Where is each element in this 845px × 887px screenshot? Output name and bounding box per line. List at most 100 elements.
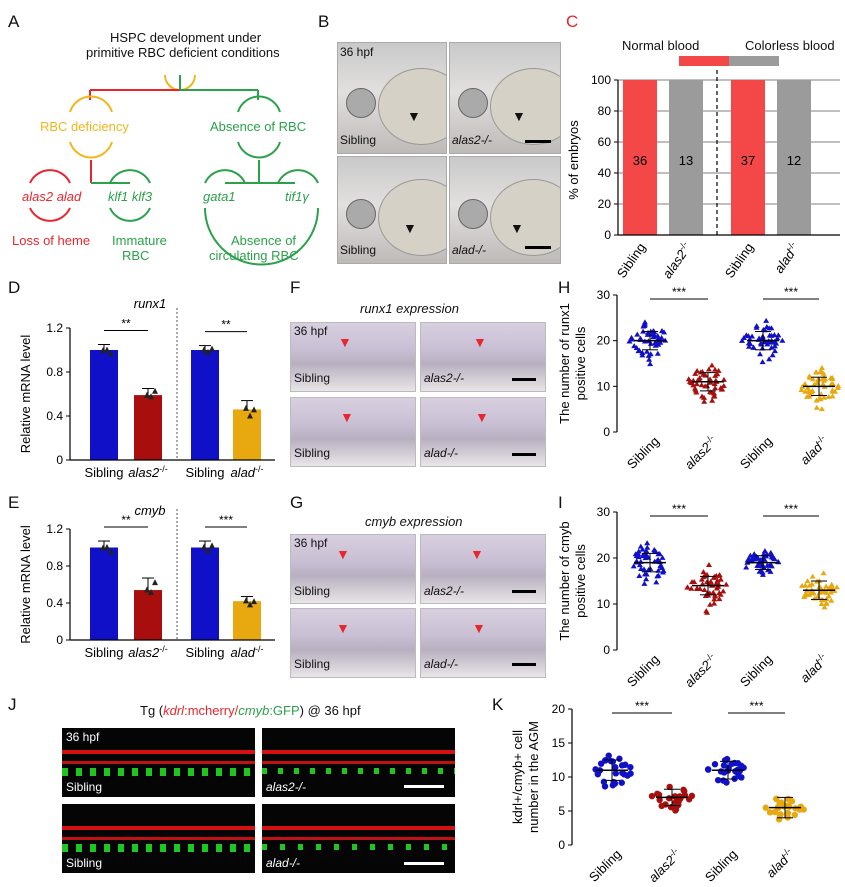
rbc-deficiency-label: RBC deficiency [40, 119, 129, 134]
i-data-point [716, 596, 723, 602]
e-y-tick-label: 0.8 [46, 559, 63, 573]
i-data-point [767, 568, 774, 574]
e-x-tick-label: Sibling [185, 645, 224, 660]
e-bar [90, 547, 118, 640]
h-data-point [649, 331, 656, 337]
i-data-point [659, 554, 666, 560]
g-image-alad [420, 608, 546, 678]
d-x-tick-label: alas2-/- [128, 464, 168, 480]
i-data-point [711, 596, 718, 602]
i-data-point [751, 554, 758, 560]
i-data-point [743, 564, 750, 570]
d-bar [233, 409, 261, 460]
k-data-point [616, 755, 623, 762]
c-bar [731, 80, 765, 235]
c-bar-data-label: 36 [633, 153, 647, 168]
i-data-point [713, 580, 720, 586]
i-x-tick-label: Sibling [624, 652, 662, 690]
k-data-point [655, 791, 663, 798]
absence-rbc-label: Absence of RBC [210, 119, 307, 134]
h-x-tick-label: Sibling [624, 434, 662, 472]
i-data-point [701, 586, 708, 592]
f-title: runx1 expression [360, 301, 459, 316]
d-data-point [104, 346, 110, 353]
i-data-point [809, 573, 816, 579]
k-data-point [776, 799, 783, 807]
i-data-point [798, 582, 805, 588]
k-y-tick-label: 15 [552, 736, 566, 750]
g-scalebar-2 [512, 663, 536, 666]
c-y-tick-label: 100 [591, 73, 611, 87]
e-chart-title: cmyb [134, 505, 165, 518]
c-y-tick-label: 0 [604, 228, 611, 242]
i-data-point [819, 588, 826, 594]
e-x-tick-label: alad-/- [230, 644, 263, 660]
f-label-3: Sibling [294, 446, 331, 460]
k-data-point [711, 761, 719, 768]
h-data-point [818, 364, 825, 370]
k-data-point [771, 808, 779, 816]
i-data-point [691, 578, 698, 584]
i-data-point [652, 548, 659, 554]
b-arrowhead-4: ▼ [510, 220, 524, 236]
k-data-point [592, 766, 599, 773]
f-image-sibling-1 [290, 322, 416, 392]
h-data-point [818, 406, 825, 412]
k-data-point [784, 809, 792, 817]
d-data-point [201, 346, 207, 353]
h-data-point [817, 396, 824, 402]
d-x-tick-label: alad-/- [230, 464, 263, 480]
h-data-point [806, 389, 813, 395]
h-data-point [828, 381, 835, 387]
j-title: Tg (kdrl:mcherry/cmyb:GFP) @ 36 hpf [140, 703, 361, 718]
i-data-point [641, 580, 648, 586]
i-data-point [643, 571, 650, 577]
h-data-point [809, 376, 816, 382]
d-x-tick-label: Sibling [185, 465, 224, 480]
k-data-point [618, 762, 626, 769]
i-data-point [818, 601, 825, 607]
h-data-point [698, 382, 705, 388]
j-title-gfp: :GFP [269, 703, 300, 718]
h-data-point [763, 339, 770, 345]
i-data-point [717, 576, 724, 582]
h-data-point [804, 385, 811, 391]
h-data-point [769, 352, 776, 358]
h-data-point [775, 332, 782, 338]
i-data-point [705, 562, 712, 568]
k-data-point [791, 811, 798, 819]
k-data-point [656, 796, 663, 804]
h-y-tick-label: 20 [597, 334, 611, 348]
h-data-point [720, 383, 727, 389]
i-data-point [823, 583, 830, 589]
h-data-point [646, 356, 653, 362]
e-data-point [108, 548, 114, 555]
h-data-point [766, 325, 773, 331]
e-bar [134, 590, 162, 640]
i-x-tick-label: alas2-/- [681, 651, 720, 690]
i-y-axis-title: The number of cmybpositive cells [557, 521, 588, 640]
d-chart-title: runx1 [134, 296, 167, 311]
k-data-point [618, 779, 625, 786]
panel-c-bar-chart: 0 20 40 60 80 100 % of embryos 36 Sibling 13 alas2… [566, 70, 840, 281]
h-data-point [803, 393, 810, 399]
i-data-point [801, 593, 808, 599]
h-data-point [701, 398, 708, 404]
i-data-point [703, 571, 710, 577]
i-data-point [707, 578, 714, 584]
i-data-point [754, 562, 761, 568]
h-data-point [710, 393, 717, 399]
legend-normal-blood: Normal blood [622, 38, 700, 53]
h-data-point [715, 367, 722, 373]
panel-label-e: E [8, 493, 20, 512]
j-scalebar-1 [404, 785, 444, 788]
i-data-point [760, 564, 767, 570]
k-data-point [605, 752, 612, 759]
d-y-axis-title: Relative mRNA level [18, 335, 33, 454]
i-data-point [635, 551, 642, 557]
j-timepoint: 36 hpf [66, 730, 100, 744]
b-scalebar-1 [525, 140, 551, 143]
h-data-point [739, 337, 746, 343]
b-image-sibling-2 [337, 156, 447, 264]
j-title-cmyb: cmyb [238, 703, 270, 718]
